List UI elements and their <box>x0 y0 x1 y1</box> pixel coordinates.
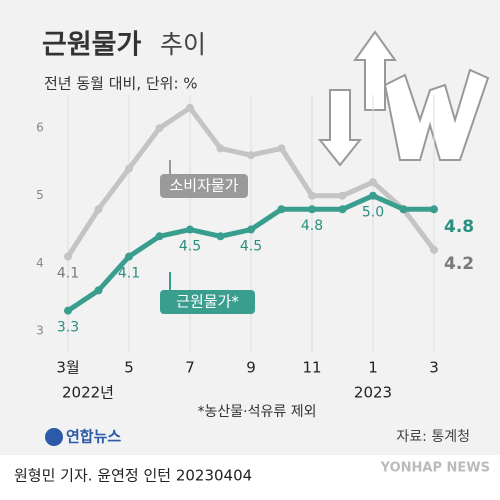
value-label: 4.2 <box>444 254 474 274</box>
legend-label: 근원물가* <box>176 293 239 311</box>
value-label: 5.0 <box>362 205 384 221</box>
value-label: 3.3 <box>57 320 79 336</box>
logo: 연합뉴스 <box>66 428 121 446</box>
point <box>186 225 194 234</box>
point <box>247 151 255 160</box>
point <box>94 205 103 214</box>
y-tick-label: 4 <box>36 256 44 270</box>
point <box>186 103 194 112</box>
point <box>125 164 133 173</box>
credit: 원형민 기자. 윤연정 인턴 20230404 <box>14 467 252 485</box>
x-tick-label: 7 <box>185 359 195 377</box>
value-label: 4.1 <box>118 266 140 282</box>
point <box>155 232 164 241</box>
point <box>338 191 347 200</box>
chart-title-suffix: 추이 <box>160 30 206 59</box>
year-label: 2023 <box>354 384 392 402</box>
point <box>155 124 164 133</box>
point <box>308 191 316 200</box>
point <box>369 191 377 200</box>
value-label: 4.1 <box>57 266 79 282</box>
source: 자료: 통계청 <box>396 429 470 445</box>
y-tick-label: 3 <box>36 323 44 337</box>
y-tick-label: 6 <box>36 121 44 135</box>
y-tick-label: 5 <box>36 188 44 202</box>
year-label: 2022년 <box>62 384 114 402</box>
x-tick-label: 1 <box>368 359 378 377</box>
point <box>369 178 377 187</box>
chart-title: 근원물가 <box>42 30 142 61</box>
point <box>94 286 103 295</box>
x-tick-label: 9 <box>246 359 256 377</box>
x-tick-label: 3월 <box>56 359 79 377</box>
value-label: 4.8 <box>301 218 323 234</box>
watermark: YONHAP NEWS <box>380 461 490 476</box>
legend-box <box>160 290 255 314</box>
footnote: *농산물·석유류 제외 <box>198 404 317 420</box>
value-label: 4.8 <box>444 217 474 237</box>
x-tick-label: 11 <box>302 359 321 377</box>
point <box>430 205 438 214</box>
point <box>308 205 316 214</box>
logo-icon <box>45 428 63 446</box>
point <box>399 205 408 214</box>
point <box>277 205 286 214</box>
x-tick-label: 3 <box>429 359 439 377</box>
subtitle: 전년 동월 대비, 단위: % <box>44 75 198 93</box>
point <box>247 225 255 234</box>
point <box>216 232 225 241</box>
point <box>64 252 72 261</box>
value-label: 4.5 <box>179 239 201 255</box>
point <box>338 205 347 214</box>
value-label: 4.5 <box>240 239 262 255</box>
legend-label: 소비자물가 <box>169 177 238 195</box>
x-tick-label: 5 <box>124 359 134 377</box>
legend-box <box>160 174 248 198</box>
point <box>125 252 133 261</box>
icon <box>317 30 490 167</box>
point <box>64 306 72 315</box>
point <box>430 245 438 254</box>
point <box>216 144 225 153</box>
point <box>277 144 286 153</box>
